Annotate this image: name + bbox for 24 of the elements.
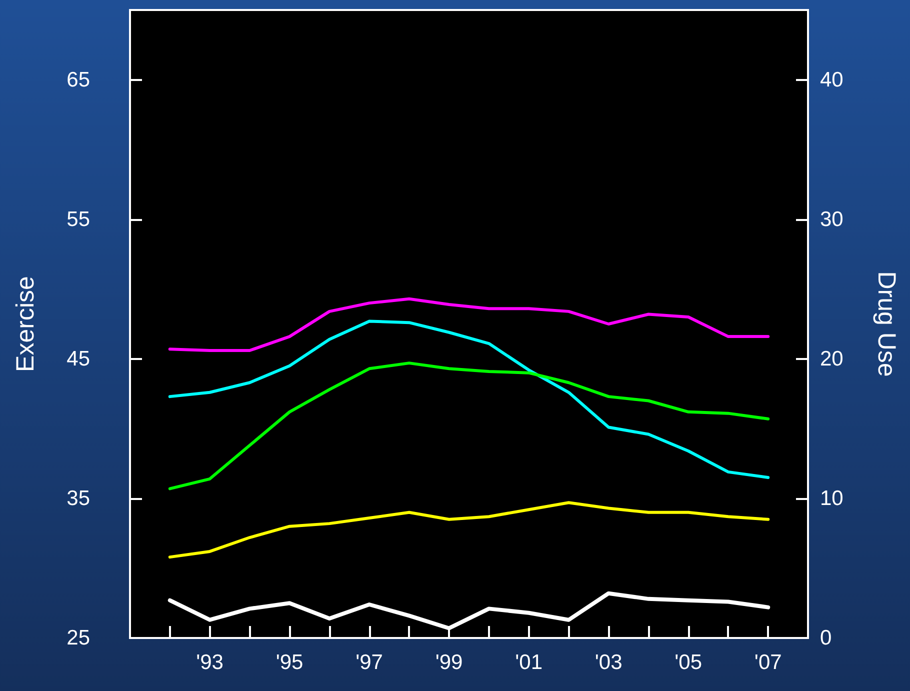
y2-tick-label: 40 [820,68,844,92]
line-series [168,320,770,480]
y-tick-label: 55 [66,208,90,231]
x-tick-label: '01 [515,651,543,674]
x-tick-label: '95 [276,651,304,674]
y-axis-title: Exercise [12,276,40,372]
x-tick-label: '93 [196,651,224,674]
y2-tick-label: 30 [820,208,844,231]
y-tick-label: 35 [66,486,90,510]
y-tick-label: 65 [66,68,90,92]
x-tick-label: '07 [754,651,782,674]
y2-tick-label: 0 [820,626,832,650]
y-tick-label: 25 [66,626,90,650]
y2-tick-label: 10 [820,486,844,510]
x-tick-label: '05 [674,651,702,674]
y2-tick-label: 20 [820,347,844,370]
line-series [168,501,770,559]
x-tick-label: '03 [594,651,622,674]
line-series [168,297,770,352]
x-tick-label: '97 [356,651,383,674]
y-tick-label: 45 [66,347,90,370]
line-series [168,362,770,490]
y2-axis-title: Drug Use [872,271,900,377]
x-tick-label: '99 [435,651,463,674]
